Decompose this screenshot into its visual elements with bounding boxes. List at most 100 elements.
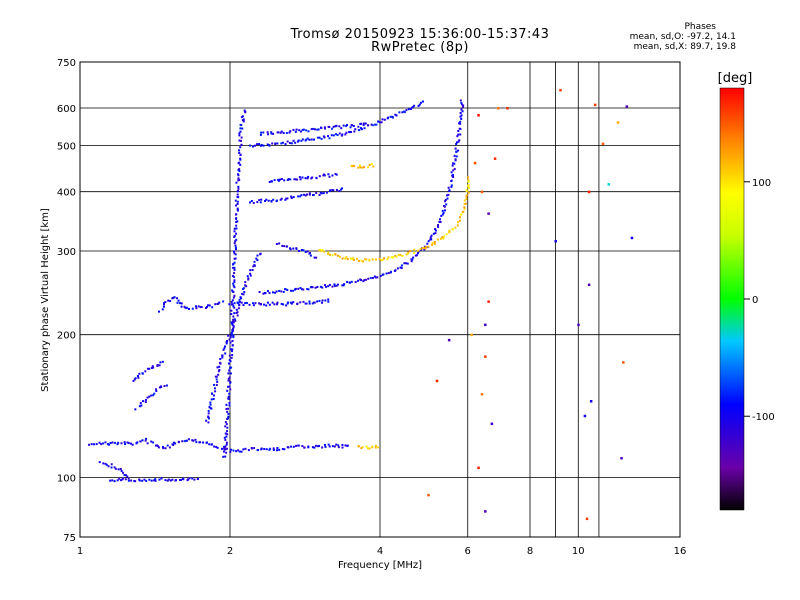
trace-point [283,245,286,248]
trace-point [231,329,234,332]
trace-point [302,300,305,303]
trace-point [242,287,245,290]
trace-point [412,256,415,259]
trace-point [230,313,233,316]
trace-point [414,254,417,257]
trace-point [376,276,379,279]
trace-point [424,247,427,250]
trace-point [455,150,458,153]
trace-point [141,439,144,442]
trace-point [387,116,390,119]
trace-point [345,125,348,128]
trace-point [299,130,302,133]
trace-point [341,443,344,446]
trace-point [311,176,314,179]
trace-point [233,294,236,297]
y-axis-title: Stationary phase Virtual Height [km] [40,208,51,392]
trace-point [321,286,324,289]
trace-point [266,143,269,146]
trace-point [365,258,368,261]
trace-point [309,254,312,257]
trace-point [338,125,341,128]
trace-point [231,323,234,326]
trace-point [252,302,255,305]
trace-point [268,303,271,306]
trace-point [240,139,243,142]
trace-point [194,438,197,441]
trace-point [110,466,113,469]
trace-point [214,303,217,306]
trace-point [229,388,232,391]
trace-point [213,383,216,386]
trace-point [278,289,281,292]
trace-point [258,199,261,202]
trace-point [196,477,199,480]
trace-point [410,260,413,263]
trace-point [305,302,308,305]
trace-point [336,283,339,286]
trace-point [454,158,457,161]
trace-point [320,192,323,195]
trace-point [296,302,299,305]
trace-point [299,301,302,304]
trace-point [345,131,348,134]
trace-point [224,352,227,355]
trace-point [284,288,287,291]
trace-point [110,463,113,466]
trace-point [353,130,356,133]
trace-point [249,272,252,275]
trace-point [228,369,231,372]
trace-point [239,158,242,161]
trace-point [233,318,236,321]
trace-point [442,237,445,240]
trace-point [407,252,410,255]
trace-point [453,168,456,171]
trace-point [242,293,245,296]
scattered-point [616,121,620,124]
trace-point [277,131,280,134]
trace-point [275,449,278,452]
trace-point [240,116,243,119]
trace-point [239,157,242,160]
trace-point [154,444,157,447]
trace-point [213,387,216,390]
trace-point [331,174,334,177]
trace-point [195,441,198,444]
trace-point [290,197,293,200]
trace-point [234,248,237,251]
y-tick-label: 100 [57,474,76,485]
trace-point [207,412,210,415]
trace-point [448,231,451,234]
trace-point [123,474,126,477]
trace-point [231,348,234,351]
trace-point [465,194,468,197]
trace-point [230,300,233,303]
trace-point [238,300,241,303]
trace-point [140,404,143,407]
trace-point [129,442,132,445]
trace-point [131,443,134,446]
colorbar-tick-label: -100 [752,412,775,423]
trace-point [295,444,298,447]
trace-point [146,367,149,370]
trace-point [411,258,414,261]
trace-point [281,141,284,144]
trace-point [162,303,165,306]
trace-point [228,376,231,379]
trace-point [352,259,355,262]
trace-point [268,144,271,147]
trace-point [132,379,135,382]
trace-point [233,272,236,275]
trace-point [298,176,301,179]
trace-point [387,256,390,259]
trace-point [142,400,145,403]
trace-point [126,475,129,478]
trace-point [357,259,360,262]
trace-point [134,408,137,411]
trace-point [341,284,344,287]
trace-point [325,285,328,288]
trace-point [452,169,455,172]
trace-point [369,277,372,280]
scattered-point [493,157,497,160]
trace-point [236,220,239,223]
